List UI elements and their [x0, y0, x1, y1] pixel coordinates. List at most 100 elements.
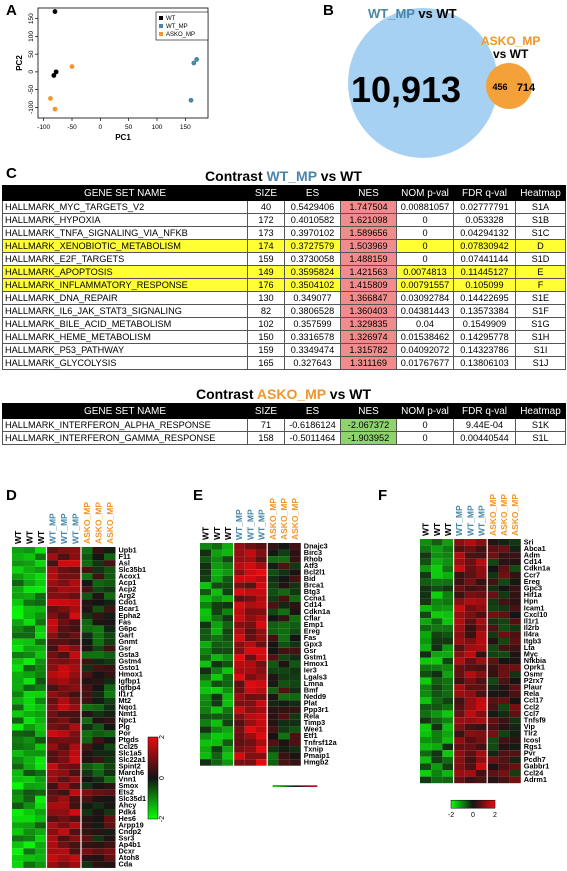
heatmap-gene-label: Icam1 — [524, 603, 545, 612]
heatmap-cell — [464, 539, 476, 546]
heatmap-cell — [222, 719, 234, 727]
heatmap-e-color-key — [272, 785, 318, 787]
heatmap-f-inflammatory: WT WT WT WT_MP WT_MP WT_MP ASKO_MP ASKO_MP ASKO_… — [420, 494, 551, 819]
heatmap-gene-label: Gpx3 — [304, 640, 322, 649]
heatmap-cell — [267, 739, 279, 747]
heatmap-cell — [35, 841, 47, 849]
heatmap-cell — [23, 592, 35, 600]
heatmap-cell — [58, 822, 70, 829]
gene-set-row: HALLMARK_INTERFERON_GAMMA_RESPONSE 158 -0.… — [2, 431, 566, 445]
heatmap-cell — [23, 560, 35, 567]
heatmap-cell — [453, 578, 465, 586]
heatmap-gene-label: Plat — [304, 698, 318, 707]
heatmap-column-label: WT_MP — [234, 509, 244, 540]
heatmap-cell — [58, 586, 70, 593]
heatmap-cell — [267, 660, 279, 668]
heatmap-cell — [58, 795, 70, 803]
heatmap-cell — [58, 848, 70, 855]
heatmap-cell — [46, 664, 58, 672]
heatmap-cell — [81, 835, 93, 842]
heatmap-cell — [211, 706, 223, 714]
heatmap-cell — [244, 608, 256, 616]
heatmap-gene-label: Atoh8 — [119, 853, 140, 862]
set-size: 174 — [247, 239, 285, 253]
heatmap-cell — [92, 776, 104, 783]
nes-value: 1.747504 — [340, 200, 397, 214]
heatmap-cell — [464, 605, 476, 612]
heatmap-cell — [476, 605, 488, 612]
heatmap-cell — [453, 770, 465, 777]
heatmap-column-label: WT_MP — [245, 509, 255, 540]
heatmap-cell — [453, 743, 465, 751]
pca-y-tick-label: 100 — [28, 31, 35, 42]
heatmap-cell — [35, 723, 47, 731]
heatmap-cell — [289, 615, 301, 622]
heatmap-cell — [58, 743, 70, 751]
heatmap-cell — [431, 591, 443, 599]
heatmap-cell — [476, 710, 488, 718]
heatmap-cell — [12, 854, 24, 862]
heatmap-cell — [476, 717, 488, 724]
heatmap-cell — [278, 588, 290, 596]
heatmap-column-label: WT_MP — [47, 513, 57, 544]
heatmap-cell — [464, 737, 476, 744]
table-column-header: NES — [340, 403, 397, 419]
heatmap-cell — [23, 684, 35, 692]
heatmap-cell — [509, 598, 521, 605]
heatmap-cell — [92, 619, 104, 626]
heatmap-cell — [464, 611, 476, 619]
heatmap-cell — [222, 601, 234, 609]
heatmap-cell — [464, 671, 476, 678]
heatmap-cell — [92, 573, 104, 580]
heatmap-cell — [211, 759, 223, 766]
heatmap-cell — [267, 674, 279, 681]
heatmap-cell — [476, 730, 488, 737]
heatmap-cell — [12, 625, 24, 633]
enrichment-score: -0.6186124 — [284, 418, 341, 432]
heatmap-cell — [46, 560, 58, 567]
heatmap-cell — [464, 677, 476, 685]
heatmap-column-label: ASKO_MP — [93, 502, 103, 544]
heatmap-gene-label: Atf3 — [304, 561, 318, 570]
heatmap-cell — [200, 569, 212, 576]
heatmap-cell — [46, 678, 58, 685]
heatmap-cell — [498, 651, 510, 658]
heatmap-cell — [476, 578, 488, 586]
heatmap-cell — [35, 848, 47, 855]
heatmap-cell — [92, 586, 104, 593]
heatmap-cell — [476, 657, 488, 665]
heatmap-cell — [244, 549, 256, 557]
heatmap-cell — [498, 776, 510, 784]
heatmap-cell — [35, 658, 47, 665]
heatmap-cell — [278, 647, 290, 655]
enrichment-score: 0.349077 — [284, 291, 341, 305]
heatmap-cell — [81, 776, 93, 783]
heatmap-cell — [453, 657, 465, 665]
nes-value: 1.621098 — [340, 213, 397, 227]
heatmap-cell — [92, 789, 104, 796]
heatmap-cell — [278, 595, 290, 602]
heatmap-cell — [104, 730, 116, 737]
heatmap-cell — [442, 704, 454, 711]
heatmap-cell — [453, 572, 465, 579]
heatmap-cell — [23, 566, 35, 574]
heatmap-gene-label: F11 — [119, 552, 131, 561]
heatmap-cell — [23, 664, 35, 672]
heatmap-cell — [487, 565, 499, 572]
enrichment-score: 0.3595824 — [284, 265, 341, 279]
heatmap-cell — [58, 776, 70, 783]
heatmap-cell — [244, 595, 256, 602]
heatmap-cell — [23, 743, 35, 751]
heatmap-cell — [476, 763, 488, 770]
heatmap-cell — [464, 657, 476, 665]
heatmap-cell — [92, 750, 104, 757]
heatmap-cell — [442, 657, 454, 665]
heatmap-cell — [233, 746, 245, 753]
heatmap-cell — [453, 591, 465, 599]
heatmap-cell — [464, 624, 476, 632]
heatmap-cell — [453, 558, 465, 566]
heatmap-cell — [498, 618, 510, 625]
heatmap-cell — [104, 776, 116, 783]
heatmap-cell — [211, 674, 223, 681]
heatmap-cell — [289, 601, 301, 609]
